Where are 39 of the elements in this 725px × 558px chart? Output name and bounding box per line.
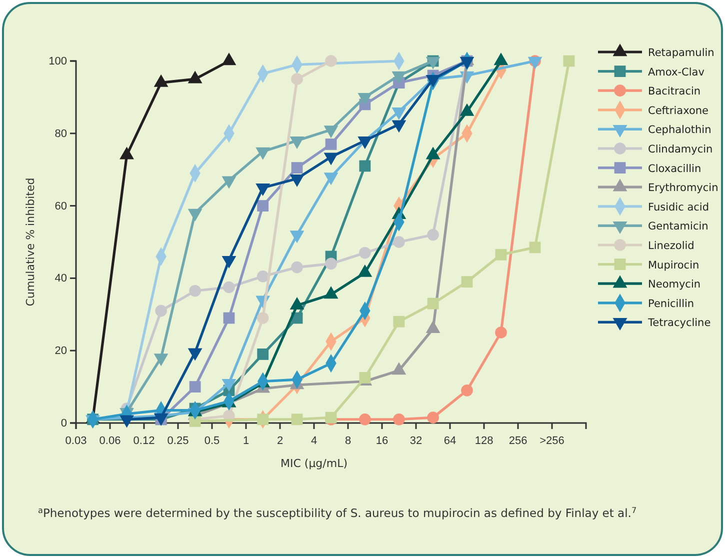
legend-label: Tetracycline xyxy=(647,317,711,330)
y-tick-label: 0 xyxy=(60,418,67,430)
x-tick-label: 128 xyxy=(474,435,494,448)
y-tick-label: 100 xyxy=(48,56,67,68)
legend-label: Neomycin xyxy=(648,278,701,291)
y-tick-label: 20 xyxy=(54,345,67,358)
x-tick-label: >256 xyxy=(540,435,564,448)
y-tick-label: 80 xyxy=(54,128,67,140)
y-tick-label: 60 xyxy=(54,200,67,212)
y-tick-label: 40 xyxy=(54,272,67,285)
legend-label: Amox-Clav xyxy=(648,66,704,78)
x-tick-label: 16 xyxy=(376,435,388,448)
legend-label: Fusidic acid xyxy=(648,201,709,214)
x-tick-label: 0.03 xyxy=(65,435,87,448)
x-tick-label: 8 xyxy=(344,435,352,448)
legend-label: Clindamycin xyxy=(648,144,713,156)
legend-label: Ceftriaxone xyxy=(648,104,709,117)
x-tick-label: 0.12 xyxy=(133,435,155,448)
legend-label: Penicillin xyxy=(648,298,694,310)
x-tick-label: 32 xyxy=(410,435,422,448)
legend-label: Gentamicin xyxy=(648,220,708,233)
x-tick-label: 4 xyxy=(310,435,318,448)
legend-label: Erythromycin xyxy=(648,182,718,194)
legend-label: Retapamulin xyxy=(648,47,714,59)
x-tick-label: 2 xyxy=(276,435,284,448)
legend-label: Cloxacillin xyxy=(648,162,702,175)
x-tick-label: 1 xyxy=(242,435,250,448)
legend-label: Bacitracin xyxy=(648,86,701,98)
text: $^{a}$Phenotypes were determined by the susceptibility of S. aureus to mupirocin as defined by Finlay et al.$^{7}$ xyxy=(38,506,637,520)
x-tick-label: 0.25 xyxy=(167,435,189,448)
legend-label: Mupirocin xyxy=(648,259,700,272)
x-tick-label: 64 xyxy=(444,435,456,448)
x-axis-title: MIC (µg/mL) xyxy=(280,457,348,470)
y-axis-title: Cumulative % inhibited xyxy=(24,178,37,306)
legend-label: Cephalothin xyxy=(648,124,712,136)
legend-label: Linezolid xyxy=(648,240,694,252)
x-tick-label: 0.06 xyxy=(99,435,121,448)
x-tick-label: 0.5 xyxy=(204,435,220,448)
x-tick-label: 256 xyxy=(508,435,528,448)
